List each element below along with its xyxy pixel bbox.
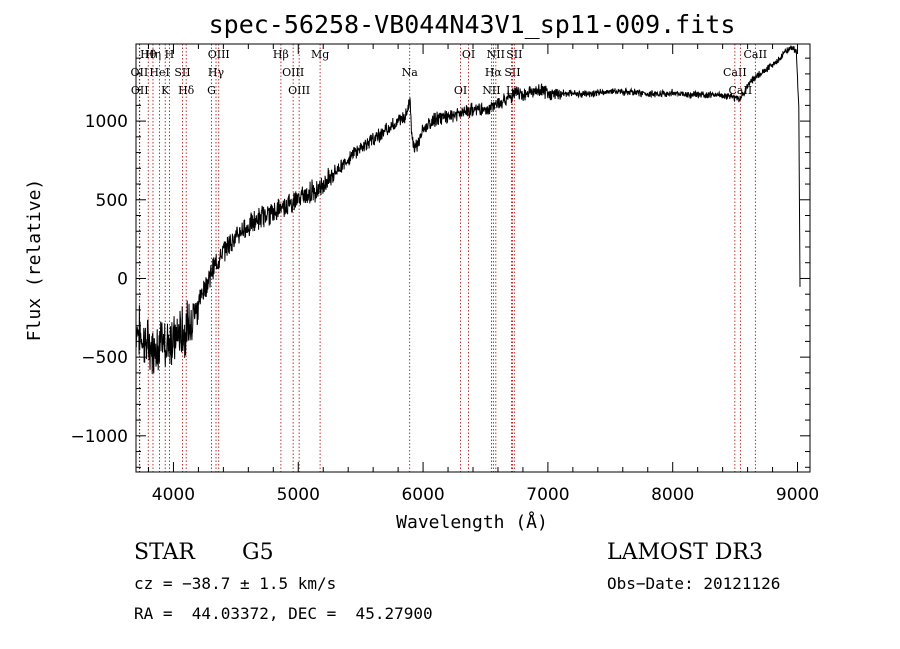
x-tick-label: 9000 <box>776 485 819 505</box>
observation-date: Obs−Date: 20121126 <box>607 574 781 593</box>
annotation-label: Na <box>402 66 419 79</box>
annotation-label: SII <box>174 66 190 79</box>
spectrum-series <box>135 45 801 374</box>
annotation-label: Hθ <box>140 48 157 61</box>
y-tick-label: −500 <box>81 348 128 368</box>
x-tick-label: 8000 <box>651 485 694 505</box>
annotation-label: OI <box>462 48 475 61</box>
spectral-subclass: G5 <box>242 540 274 565</box>
y-tick-label: 0 <box>117 269 128 289</box>
y-axis-label: Flux (relative) <box>24 179 45 342</box>
annotation-label: Hδ <box>178 84 195 97</box>
x-tick-label: 7000 <box>526 485 569 505</box>
object-class: STAR <box>134 540 195 565</box>
annotation-label: CaII <box>729 84 753 97</box>
annotation-label: K <box>161 84 170 97</box>
spectrum-line <box>135 45 801 374</box>
annotation-label: HeI <box>149 66 169 79</box>
axis-ticks: 4000 5000 6000 7000 8000 9000 −1000 −500 0 500 100… <box>70 44 819 505</box>
annotation-label: Hα <box>485 66 503 79</box>
annotation-label: OIII <box>282 66 304 79</box>
y-tick-label: 1000 <box>85 112 128 132</box>
y-tick-label: 500 <box>96 191 128 211</box>
annotation-label: OIII <box>288 84 310 97</box>
annotation-label: Mg <box>311 48 329 61</box>
y-tick-label: −1000 <box>70 427 128 447</box>
x-tick-label: 4000 <box>152 485 195 505</box>
annotation-label: NII <box>482 84 500 97</box>
annotation-label: Li <box>506 84 517 97</box>
x-tick-label: 5000 <box>277 485 320 505</box>
annotation-label: OII <box>131 84 149 97</box>
sky-coordinates: RA = 44.03372, DEC = 45.27900 <box>134 604 433 623</box>
annotation-label: CaII <box>743 48 767 61</box>
annotation-label: H <box>165 48 175 61</box>
survey-name: LAMOST DR3 <box>607 540 763 565</box>
annotation-label: Hη <box>145 48 161 61</box>
annotation-label: SII <box>506 48 522 61</box>
annotation-label: SII <box>504 66 520 79</box>
annotation-label: CaII <box>723 66 747 79</box>
annotation-label: OIII <box>208 48 230 61</box>
chart-title: spec-56258-VB044N43V1_sp11-009.fits <box>209 10 736 39</box>
x-tick-label: 6000 <box>401 485 444 505</box>
annotation-label: Hγ <box>208 66 225 79</box>
annotation-label: OI <box>454 84 467 97</box>
annotation-label: Hβ <box>273 48 289 61</box>
x-axis-label: Wavelength (Å) <box>396 511 548 533</box>
redshift-velocity: cz = −38.7 ± 1.5 km/s <box>134 574 337 593</box>
annotation-label: G <box>207 84 216 97</box>
spectral-line-annotations: HθOIIOIIHηHeIKHSIIHδOIIIHγGHβOIIIOIIIMgN… <box>131 44 767 472</box>
annotation-label: NII <box>487 48 505 61</box>
